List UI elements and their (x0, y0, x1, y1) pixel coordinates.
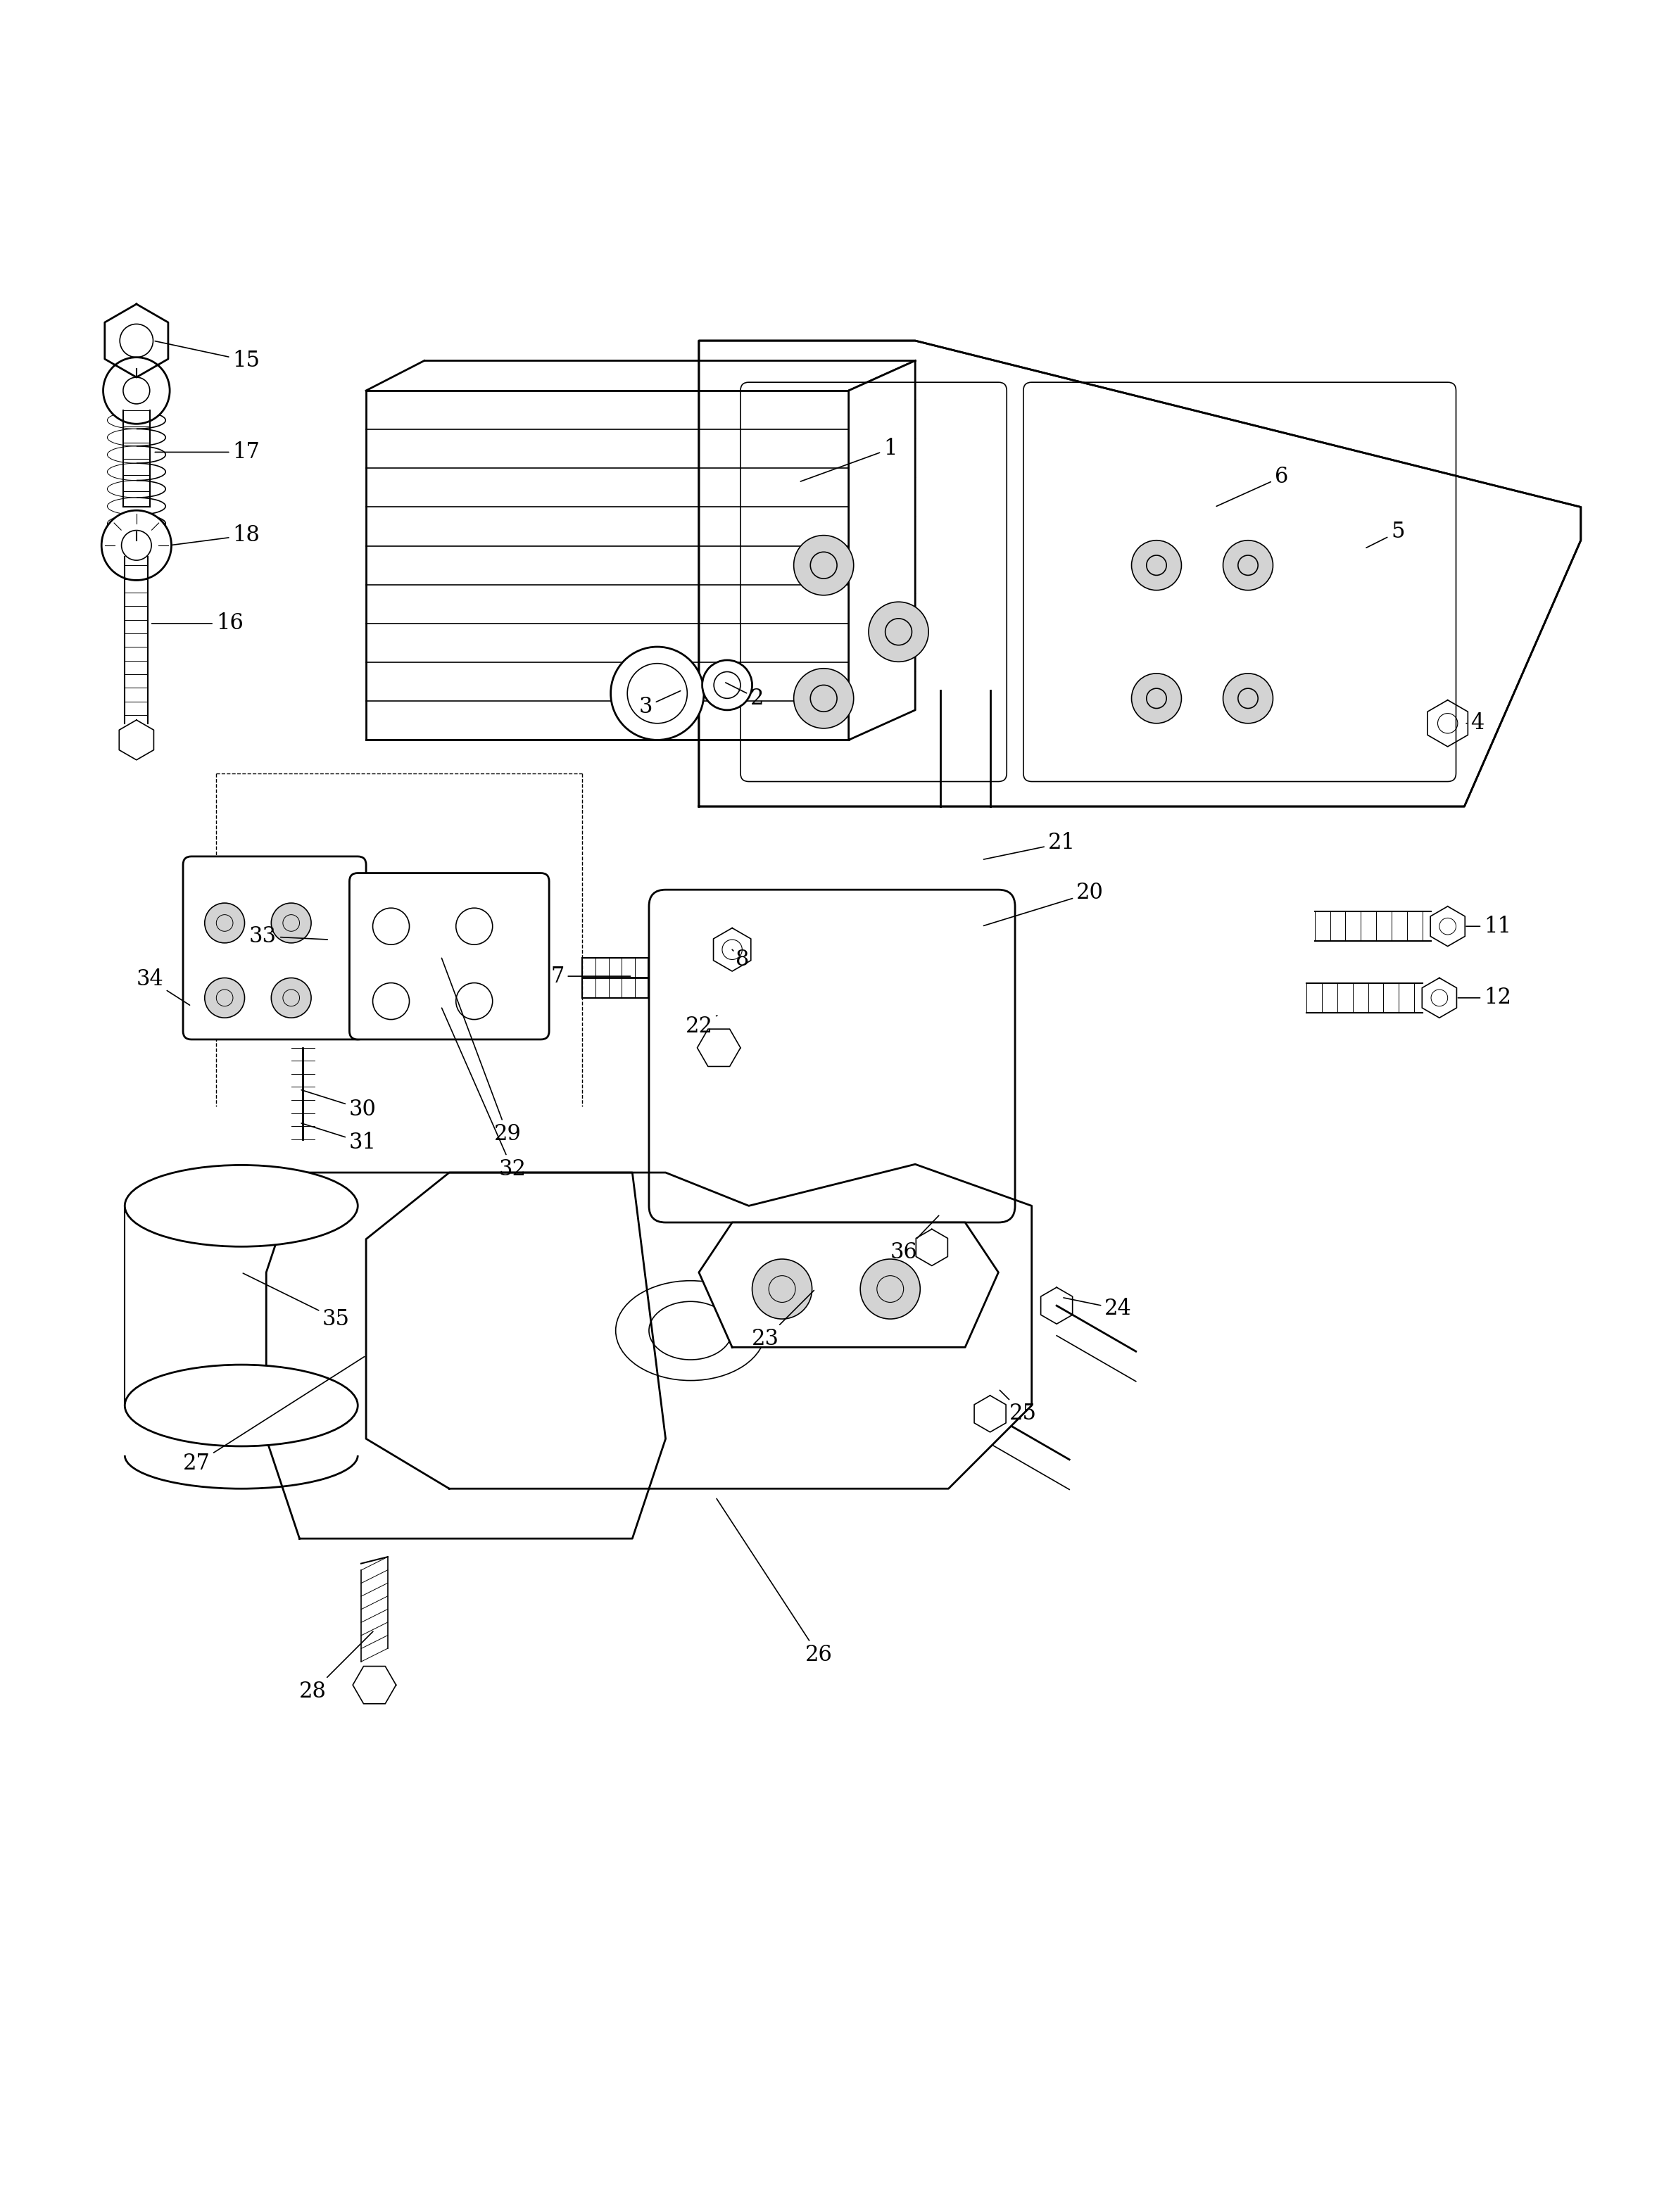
Polygon shape (366, 1164, 1032, 1489)
Text: 4: 4 (1466, 712, 1484, 734)
Text: 23: 23 (752, 1290, 814, 1349)
Text: 5: 5 (1366, 522, 1404, 549)
Circle shape (702, 659, 752, 710)
Text: 11: 11 (1466, 916, 1511, 938)
Circle shape (271, 902, 311, 942)
Text: 8: 8 (732, 949, 749, 971)
Polygon shape (699, 1223, 998, 1347)
Ellipse shape (125, 1365, 358, 1447)
Circle shape (271, 978, 311, 1018)
Text: 32: 32 (441, 1009, 526, 1181)
Circle shape (1223, 540, 1273, 591)
Circle shape (456, 907, 493, 945)
Text: 12: 12 (1458, 987, 1511, 1009)
Circle shape (103, 358, 170, 425)
Circle shape (1132, 540, 1181, 591)
Circle shape (752, 1259, 812, 1318)
Circle shape (1223, 672, 1273, 723)
Polygon shape (849, 361, 915, 741)
Text: 27: 27 (183, 1356, 364, 1475)
Text: 26: 26 (717, 1498, 832, 1666)
Text: 31: 31 (301, 1124, 376, 1152)
Text: 2: 2 (726, 684, 764, 710)
FancyBboxPatch shape (183, 856, 366, 1040)
Polygon shape (699, 341, 1581, 807)
Text: 28: 28 (300, 1632, 373, 1703)
Text: 29: 29 (441, 958, 521, 1146)
Text: 33: 33 (250, 925, 328, 947)
Text: 15: 15 (155, 341, 260, 372)
Circle shape (205, 902, 245, 942)
Text: 16: 16 (151, 613, 243, 635)
Circle shape (373, 907, 409, 945)
Circle shape (456, 982, 493, 1020)
Circle shape (869, 602, 929, 661)
FancyBboxPatch shape (649, 889, 1015, 1223)
Circle shape (794, 535, 854, 595)
Text: 6: 6 (1216, 467, 1288, 507)
Text: 25: 25 (1000, 1389, 1037, 1425)
Circle shape (373, 982, 409, 1020)
Text: 22: 22 (686, 1015, 717, 1037)
Circle shape (102, 511, 171, 580)
Polygon shape (266, 1172, 666, 1540)
Circle shape (794, 668, 854, 728)
FancyBboxPatch shape (349, 874, 549, 1040)
Text: 34: 34 (136, 969, 190, 1004)
Ellipse shape (125, 1166, 358, 1248)
Text: 24: 24 (1063, 1298, 1132, 1321)
Text: 36: 36 (890, 1217, 938, 1263)
Text: 20: 20 (983, 883, 1103, 927)
Text: 18: 18 (171, 524, 260, 546)
Circle shape (860, 1259, 920, 1318)
Circle shape (205, 978, 245, 1018)
Text: 1: 1 (800, 438, 897, 482)
Text: 35: 35 (243, 1274, 349, 1329)
Text: 21: 21 (983, 832, 1075, 860)
Circle shape (1132, 672, 1181, 723)
Circle shape (611, 646, 704, 741)
Text: 30: 30 (301, 1091, 376, 1119)
Text: 3: 3 (639, 690, 681, 717)
Text: 17: 17 (155, 440, 260, 462)
Text: 7: 7 (551, 964, 631, 987)
